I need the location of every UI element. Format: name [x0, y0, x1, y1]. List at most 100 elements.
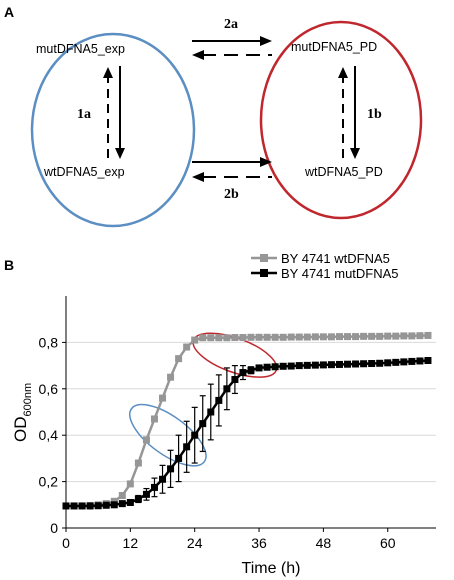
series-point-0-9 — [134, 459, 142, 467]
y-tick-label-4: 0,8 — [39, 334, 59, 350]
arrow-1b-up-dashed — [338, 67, 348, 158]
series-point-0-43 — [408, 332, 416, 340]
series-point-1-13 — [167, 465, 175, 473]
y-axis-label-main: OD — [11, 417, 30, 443]
series-point-1-11 — [150, 483, 158, 491]
series-point-1-26 — [271, 363, 279, 371]
series-point-0-26 — [271, 333, 279, 341]
series-point-0-45 — [424, 331, 432, 339]
panel-a-label: A — [4, 4, 14, 20]
series-point-1-23 — [247, 366, 255, 374]
series-point-0-19 — [215, 334, 223, 342]
series-point-0-25 — [263, 333, 271, 341]
series-point-0-29 — [295, 333, 303, 341]
series-point-1-43 — [408, 357, 416, 365]
series-point-1-15 — [183, 443, 191, 451]
legend-label-0: BY 4741 wtDFNA5 — [281, 251, 390, 266]
series-point-1-33 — [327, 361, 335, 369]
series-point-1-18 — [207, 408, 215, 416]
series-point-1-9 — [134, 495, 142, 503]
series-point-0-8 — [126, 480, 134, 488]
series-point-0-14 — [175, 355, 183, 363]
label-1b: 1b — [367, 107, 382, 122]
y-tick-label-1: 0,2 — [39, 474, 59, 490]
label-mutdfna5-pd: mutDFNA5_PD — [291, 40, 377, 54]
series-point-1-1 — [70, 502, 78, 510]
series-point-0-44 — [416, 332, 424, 340]
series-point-1-41 — [392, 358, 400, 366]
label-mutdfna5-exp: mutDFNA5_exp — [36, 42, 125, 56]
series-point-0-41 — [392, 332, 400, 340]
series-point-1-39 — [376, 359, 384, 367]
series-point-0-21 — [231, 334, 239, 342]
series-point-1-40 — [384, 359, 392, 367]
series-point-1-45 — [424, 356, 432, 364]
x-tick-label-4: 48 — [316, 535, 332, 551]
series-point-1-22 — [239, 369, 247, 377]
series-point-0-24 — [255, 333, 263, 341]
series-point-0-27 — [279, 333, 287, 341]
y-tick-label-0: 0 — [50, 520, 58, 536]
series-point-1-19 — [215, 396, 223, 404]
series — [62, 331, 432, 510]
series-point-0-40 — [384, 332, 392, 340]
y-axis-label: OD600nm — [11, 383, 34, 442]
arrow-1a-down-solid — [115, 66, 125, 159]
series-point-1-32 — [319, 361, 327, 369]
series-point-1-10 — [142, 490, 150, 498]
series-point-1-16 — [191, 431, 199, 439]
series-point-0-39 — [376, 332, 384, 340]
series-point-0-17 — [199, 334, 207, 342]
x-tick-label-5: 60 — [380, 535, 396, 551]
y-tick-label-3: 0,6 — [39, 381, 59, 397]
series-point-1-3 — [86, 502, 94, 510]
legend-label-1: BY 4741 mutDFNA5 — [281, 266, 399, 281]
series-point-1-17 — [199, 420, 207, 428]
x-tick-label-2: 24 — [187, 535, 203, 551]
series-point-0-11 — [150, 415, 158, 423]
series-point-1-34 — [335, 360, 343, 368]
series-point-0-31 — [311, 333, 319, 341]
x-tick-label-0: 0 — [62, 535, 70, 551]
series-point-0-42 — [400, 332, 408, 340]
series-point-0-35 — [344, 333, 352, 341]
series-point-0-12 — [159, 394, 167, 402]
x-axis-label: Time (h) — [242, 560, 301, 577]
series-point-0-10 — [142, 436, 150, 444]
series-point-1-6 — [110, 501, 118, 509]
series-point-0-20 — [223, 334, 231, 342]
left-circle — [30, 32, 196, 228]
series-point-0-34 — [335, 333, 343, 341]
series-point-1-44 — [416, 357, 424, 365]
series-point-0-7 — [118, 492, 126, 500]
right-circle — [259, 20, 423, 220]
series-point-0-28 — [287, 333, 295, 341]
series-point-1-42 — [400, 358, 408, 366]
label-wtdfna5-pd: wtDFNA5_PD — [304, 165, 383, 179]
series-point-1-37 — [360, 360, 368, 368]
series-point-0-30 — [303, 333, 311, 341]
series-point-1-28 — [287, 362, 295, 370]
series-point-1-20 — [223, 385, 231, 393]
label-2a: 2a — [224, 17, 238, 32]
tick-labels: 0 0,2 0,4 0,6 0,8 0 12 24 36 48 60 — [39, 334, 396, 551]
series-point-1-38 — [368, 360, 376, 368]
series-line-0 — [66, 334, 428, 508]
arrow-1b-down-solid — [350, 66, 360, 159]
x-tick-label-3: 36 — [251, 535, 267, 551]
series-point-0-37 — [360, 332, 368, 340]
series-point-1-12 — [159, 475, 167, 483]
series-point-0-13 — [167, 373, 175, 381]
series-point-0-38 — [368, 332, 376, 340]
axes — [62, 296, 436, 532]
legend-marker-1 — [260, 269, 268, 277]
label-wtdfna5-exp: wtDFNA5_exp — [43, 165, 125, 179]
series-point-1-29 — [295, 362, 303, 370]
annotation-ellipse-0 — [129, 403, 207, 467]
series-point-1-0 — [62, 502, 70, 510]
grid — [66, 341, 436, 483]
series-point-0-36 — [352, 333, 360, 341]
y-axis-label-sub: 600nm — [22, 383, 34, 417]
